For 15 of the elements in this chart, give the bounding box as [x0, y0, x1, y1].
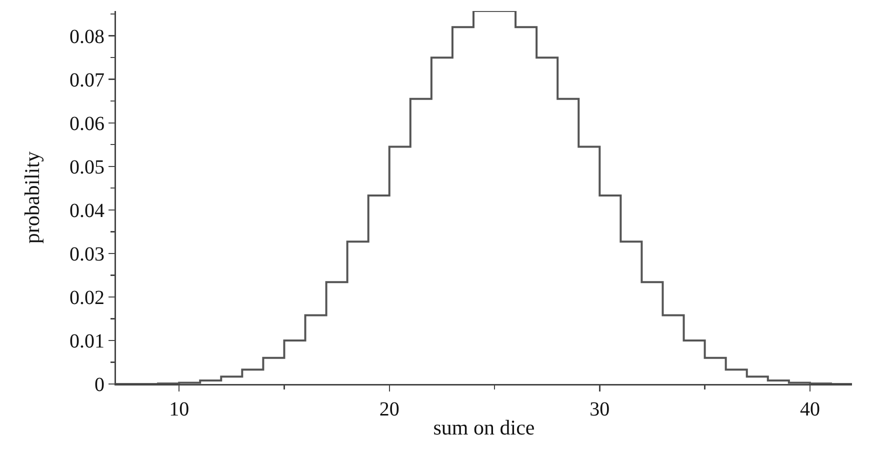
y-tick-label: 0 — [94, 374, 104, 396]
x-tick-label: 20 — [379, 398, 400, 420]
y-tick-label: 0.02 — [70, 286, 104, 309]
y-tick-label: 0.08 — [70, 26, 104, 48]
y-axis-title: probability — [20, 150, 44, 244]
y-tick-label: 0.06 — [70, 112, 104, 135]
x-tick-label: 10 — [169, 398, 190, 420]
y-tick-label: 0.05 — [70, 156, 104, 178]
x-tick-label: 40 — [800, 398, 820, 420]
y-tick-label: 0.01 — [70, 330, 104, 352]
y-tick-label: 0.03 — [70, 243, 104, 266]
y-tick-label: 0.04 — [70, 200, 104, 222]
y-tick-label: 0.07 — [70, 69, 104, 92]
x-axis-title: sum on dice — [433, 415, 535, 440]
x-tick-label: 30 — [590, 398, 610, 420]
